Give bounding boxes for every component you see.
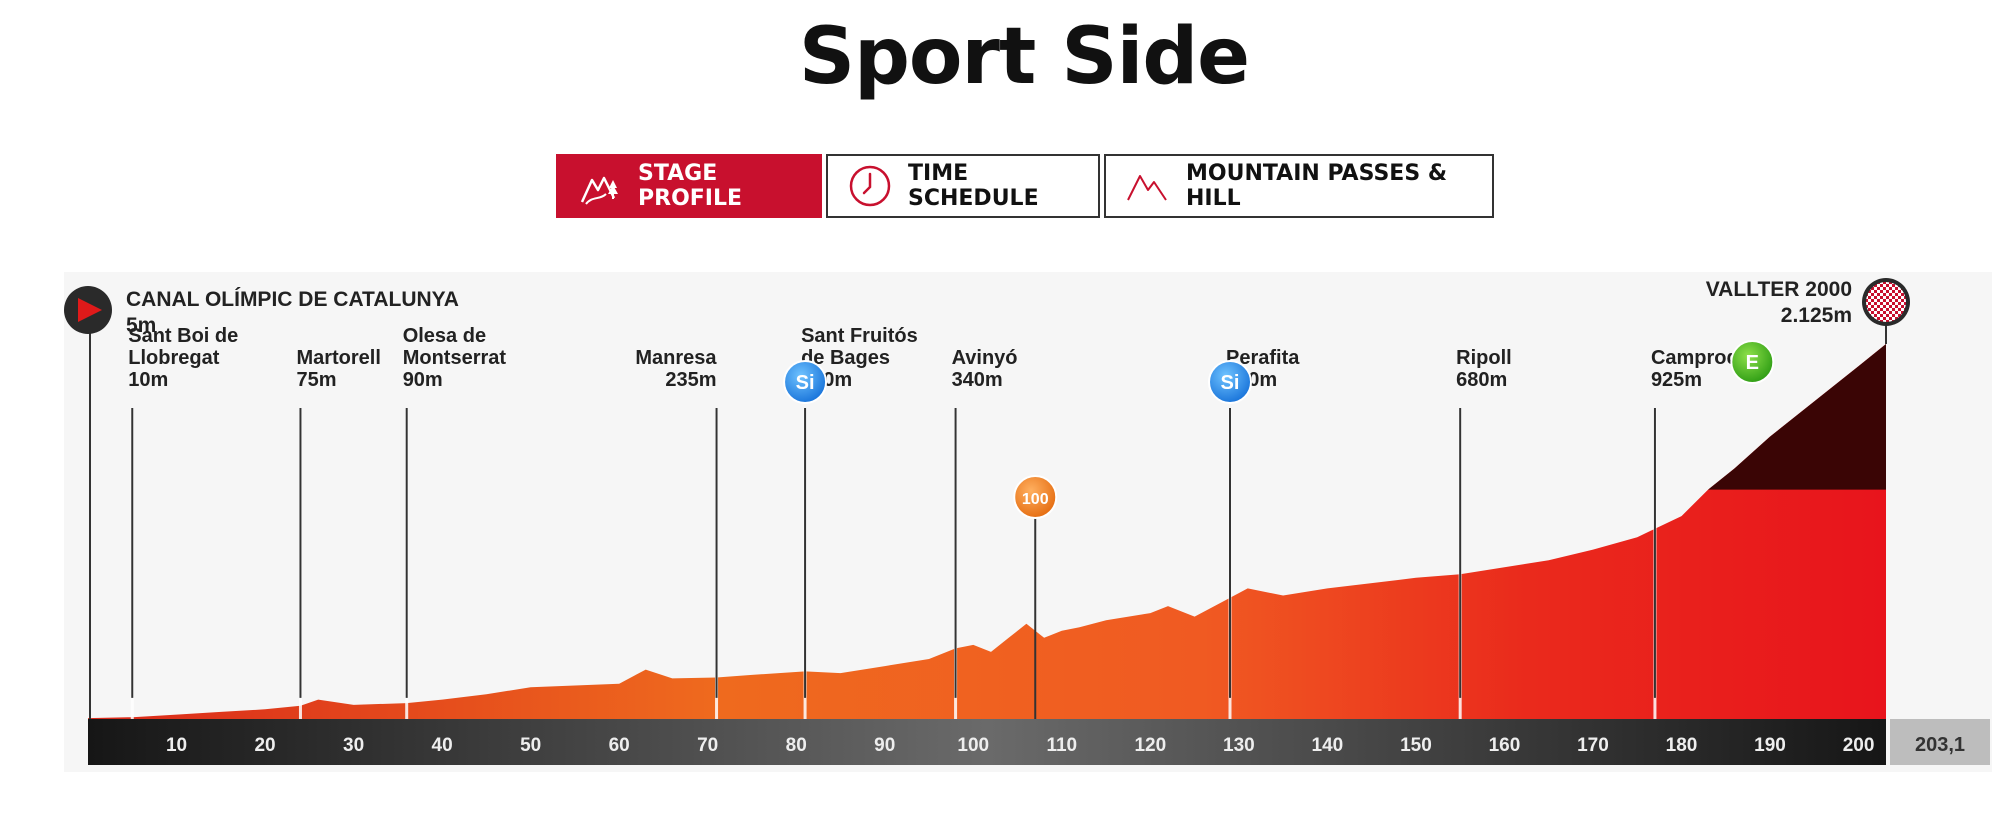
clock-icon (848, 164, 892, 208)
km-tick-label: 10 (166, 735, 187, 756)
waypoint-name: Sant Boi de (128, 325, 238, 347)
waypoint-elevation: 680m (1456, 369, 1507, 391)
page-title: Sport Side (798, 12, 1250, 102)
finish-name: VALLTER 2000 (1706, 278, 1852, 301)
final-climb-area (1708, 344, 1886, 490)
km-tick-label: 30 (343, 735, 364, 756)
tab-mountain-passes-label: MOUNTAIN PASSES & HILL (1186, 161, 1448, 211)
profile-tabs: STAGE PROFILE TIME SCHEDULE MOUNTAIN PAS… (556, 154, 1494, 218)
waypoint-elevation: 925m (1651, 369, 1702, 391)
km-tick-label: 100 (957, 735, 989, 756)
km-tick-label: 170 (1577, 735, 1609, 756)
tab-time-schedule-label: TIME SCHEDULE (908, 161, 1039, 211)
marker-label: Si (796, 372, 815, 394)
km-tick-label: 180 (1666, 735, 1698, 756)
waypoint-name: Perafita (1226, 347, 1300, 369)
terrain-icon (578, 164, 622, 208)
tab-time-schedule[interactable]: TIME SCHEDULE (826, 154, 1100, 218)
km-tick-label: 120 (1134, 735, 1166, 756)
start-elevation: 5m (126, 314, 156, 337)
waypoint-elevation: 340m (952, 369, 1003, 391)
km-tick-label: 80 (786, 735, 807, 756)
waypoint-name: Montserrat (403, 347, 507, 369)
km-tick-label: 190 (1754, 735, 1786, 756)
stage-profile-chart: 203,1 10 20 30 40 50 60 70 80 90 100 110 120 130 140 15… (64, 272, 1992, 772)
km-tick-label: 40 (432, 735, 453, 756)
km-tick-label: 140 (1312, 735, 1344, 756)
tab-stage-profile[interactable]: STAGE PROFILE (556, 154, 822, 218)
total-distance-label: 203,1 (1915, 734, 1965, 756)
km-tick-label: 200 (1843, 735, 1875, 756)
km-tick-label: 110 (1046, 735, 1077, 756)
marker-label: Si (1221, 372, 1240, 394)
waypoint-name: Ripoll (1456, 347, 1512, 369)
sprint-marker-icon (1208, 360, 1253, 404)
waypoint-elevation: 235m (665, 369, 716, 391)
marker-label: 100 (1022, 491, 1049, 508)
distance-axis (88, 719, 1886, 765)
total-distance-box (1890, 719, 1990, 765)
waypoint-elevation: 90m (403, 369, 443, 391)
start-name: CANAL OLÍMPIC DE CATALUNYA (126, 288, 459, 311)
tab-mountain-passes[interactable]: MOUNTAIN PASSES & HILL (1104, 154, 1494, 218)
waypoint-elevation: 10m (128, 369, 168, 391)
finish-checkered-pattern (1866, 282, 1906, 322)
km-to-go-marker-icon (1013, 475, 1058, 519)
km-tick-label: 70 (697, 735, 718, 756)
km-tick-label: 60 (609, 735, 630, 756)
waypoint-name: Llobregat (128, 347, 219, 369)
waypoint-name: Avinyó (952, 347, 1018, 369)
tab-stage-profile-label: STAGE PROFILE (638, 161, 743, 211)
waypoint-name: Sant Fruitós (801, 325, 918, 347)
elevation-profile-area (88, 344, 1886, 719)
climb-category-icon (1730, 340, 1775, 384)
km-tick-label: 150 (1400, 735, 1432, 756)
marker-label: E (1746, 352, 1759, 374)
km-tick-label: 20 (254, 735, 275, 756)
km-tick-label: 90 (874, 735, 895, 756)
waypoint-name: Olesa de (403, 325, 486, 347)
sprint-marker-icon (783, 360, 828, 404)
km-tick-label: 130 (1223, 735, 1255, 756)
waypoint-name: Martorell (296, 347, 380, 369)
waypoint-name: Manresa (635, 347, 717, 369)
start-play-glyph (78, 298, 102, 322)
waypoint-name: de Bages (801, 347, 890, 369)
finish-elevation: 2.125m (1781, 304, 1852, 327)
waypoint-elevation: 75m (296, 369, 336, 391)
km-tick-label: 160 (1489, 735, 1521, 756)
km-tick-label: 50 (520, 735, 541, 756)
mountain-icon (1126, 164, 1170, 208)
